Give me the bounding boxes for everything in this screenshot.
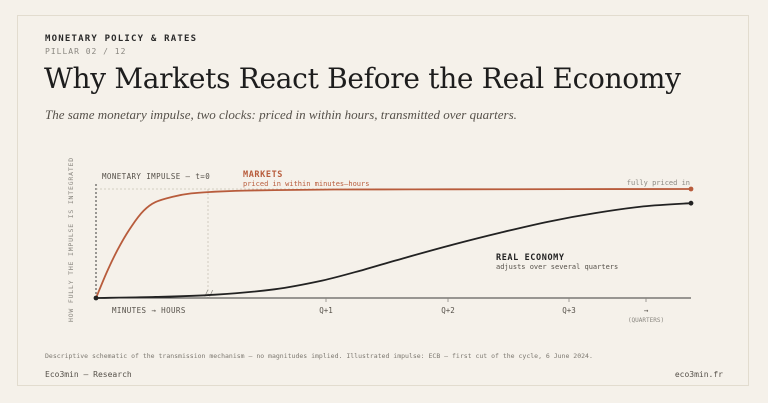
- y-axis-label: HOW FULLY THE IMPULSE IS INTEGRATED: [67, 157, 75, 322]
- series-sublabel-real-economy: adjusts over several quarters: [496, 263, 618, 271]
- pillar-indicator: PILLAR 02 / 12: [45, 47, 127, 56]
- x-axis-label-left: MINUTES → HOURS: [112, 306, 186, 315]
- section-eyebrow: MONETARY POLICY & RATES: [45, 34, 198, 44]
- series-label-markets: MARKETS: [243, 170, 283, 180]
- x-tick-label: Q+1: [319, 306, 333, 315]
- fully-priced-label: fully priced in: [627, 179, 690, 187]
- x-break-marker: //: [204, 289, 214, 298]
- series-end-point-markets: [688, 186, 694, 192]
- page-title: Why Markets React Before the Real Econom…: [44, 62, 681, 95]
- impulse-label: MONETARY IMPULSE — t=0: [102, 172, 210, 181]
- origin-point: [93, 295, 99, 301]
- page-subtitle: The same monetary impulse, two clocks: p…: [45, 107, 517, 122]
- series-label-real-economy: REAL ECONOMY: [496, 253, 565, 263]
- methodology-note: Descriptive schematic of the transmissio…: [45, 352, 593, 360]
- footer-brand: Eco3min — Research: [45, 370, 132, 379]
- x-ticks: [325, 298, 647, 302]
- series-line-markets: [95, 188, 692, 299]
- x-tick-label: Q+2: [441, 306, 455, 315]
- x-tick-label: Q+3: [562, 306, 576, 315]
- series-sublabel-markets: priced in within minutes–hours: [243, 180, 369, 188]
- series-line-real-economy: [95, 202, 692, 299]
- footer-url[interactable]: eco3min.fr: [674, 370, 723, 379]
- series-end-point-real-economy: [688, 200, 694, 206]
- x-axis-unit: (QUARTERS): [628, 317, 664, 324]
- card-frame: [17, 15, 749, 386]
- x-axis-arrow: →: [644, 306, 649, 315]
